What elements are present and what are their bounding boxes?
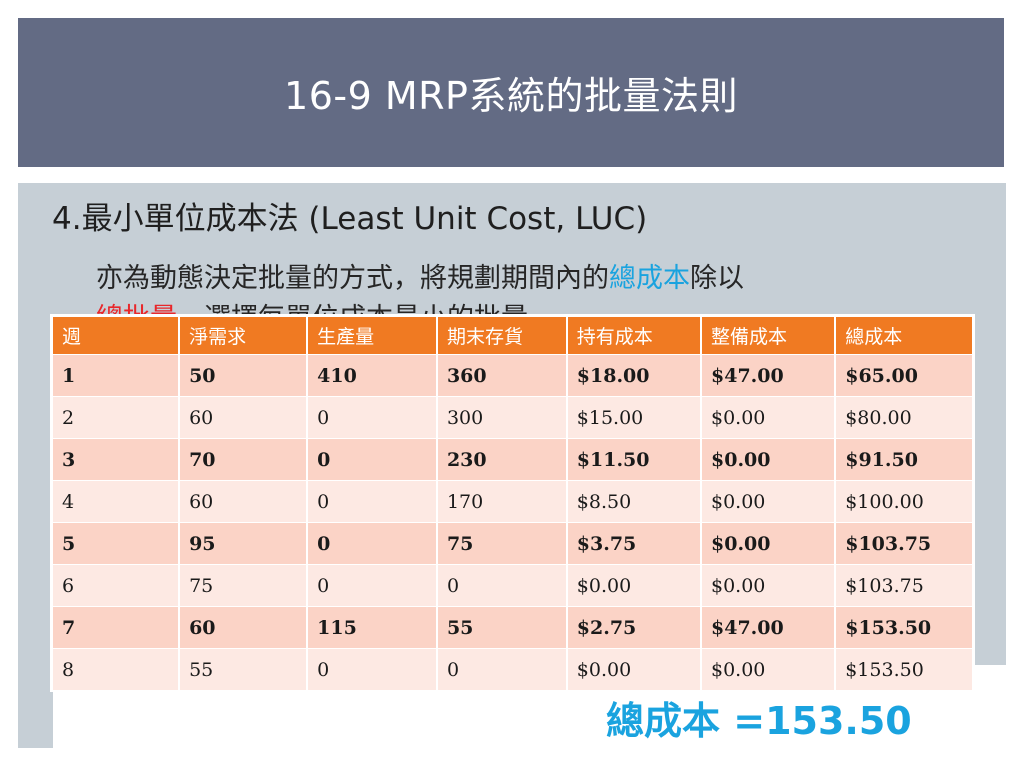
table-cell: 0 [307,438,438,481]
highlight-total-lot: 總批量 [96,303,177,314]
table-cell: 0 [307,522,438,565]
column-header: 淨需求 [179,317,309,355]
body-text: 亦為動態決定批量的方式，將規劃期間內的 [96,263,609,294]
table-cell: $47.00 [701,354,837,397]
table-cell: 75 [179,564,309,607]
table-cell: 7 [53,606,181,649]
table-row: 2 60 0 300 $15.00 $0.00 $80.00 [53,396,972,439]
table-row: 1 50 410 360 $18.00 $47.00 $65.00 [53,354,972,397]
table-cell: $2.75 [566,606,703,649]
slide-title: 16-9 MRP系統的批量法則 [284,74,738,118]
table-cell: $0.00 [701,438,837,481]
column-header: 週 [53,317,181,355]
table-body: 1 50 410 360 $18.00 $47.00 $65.00 2 60 0 300 $15.00… [53,354,972,690]
table-cell: 410 [307,354,438,397]
column-header: 整備成本 [701,317,837,355]
table-cell: 3 [53,438,181,481]
table-cell: 6 [53,564,181,607]
table-cell: $0.00 [701,480,837,523]
table-row: 4 60 0 170 $8.50 $0.00 $100.00 [53,480,972,523]
table-cell: $0.00 [701,648,837,690]
column-header: 期末存貨 [436,317,568,355]
table-cell: $0.00 [566,648,703,690]
table-frame: 週淨需求 生產量 期末存貨 持有成本 整備成本 總成本 1 50 410 360 $18.00 $4… [50,314,975,692]
table-cell: $103.75 [835,522,972,565]
table-cell: $103.75 [835,564,972,607]
column-header: 總成本 [835,317,972,355]
title-bar: 16-9 MRP系統的批量法則 [18,18,1004,167]
table-row: 7 60 115 55 $2.75 $47.00 $153.50 [53,606,972,649]
table-cell: 55 [179,648,309,690]
column-header: 持有成本 [566,317,703,355]
table-row: 5 95 0 75 $3.75 $0.00 $103.75 [53,522,972,565]
table-cell: 60 [179,606,309,649]
table-cell: 0 [307,648,438,690]
table-cell: 360 [436,354,568,397]
table-cell: $8.50 [566,480,703,523]
table-cell: $153.50 [835,648,972,690]
table-cell: 75 [436,522,568,565]
table-cell: 50 [179,354,309,397]
table-cell: 0 [436,564,568,607]
table-cell: $0.00 [701,564,837,607]
highlight-total-cost: 總成本 [609,263,690,294]
table-cell: 8 [53,648,181,690]
table-row: 6 75 0 0 $0.00 $0.00 $103.75 [53,564,972,607]
table-cell: $0.00 [701,522,837,565]
table-cell: 2 [53,396,181,439]
table-cell: 55 [436,606,568,649]
total-cost-label: 總成本 =153.50 [606,699,912,743]
table-cell: $47.00 [701,606,837,649]
table-row: 8 55 0 0 $0.00 $0.00 $153.50 [53,648,972,690]
table-cell: 60 [179,480,309,523]
body-text-line-1: 亦為動態決定批量的方式，將規劃期間內的總成本除以 [96,256,744,295]
table-cell: $3.75 [566,522,703,565]
table-cell: 0 [307,564,438,607]
table-cell: 300 [436,396,568,439]
table-cell: $11.50 [566,438,703,481]
table-cell: 170 [436,480,568,523]
table-cell: 4 [53,480,181,523]
table-cell: $91.50 [835,438,972,481]
table-cell: $65.00 [835,354,972,397]
table-cell: 70 [179,438,309,481]
table-cell: $80.00 [835,396,972,439]
table-cell: 60 [179,396,309,439]
table-cell: 0 [307,396,438,439]
table-cell: 0 [307,480,438,523]
body-text: 除以 [690,263,744,294]
table-cell: $100.00 [835,480,972,523]
table-cell: $15.00 [566,396,703,439]
section-heading: 4.最小單位成本法 (Least Unit Cost, LUC) [52,201,648,237]
column-header: 生產量 [307,317,438,355]
body-text-line-2: 總批量，選擇每單位成本最小的批量 [96,296,528,314]
table-cell: 95 [179,522,309,565]
table-cell: 5 [53,522,181,565]
table-cell: 0 [436,648,568,690]
table-row: 3 70 0 230 $11.50 $0.00 $91.50 [53,438,972,481]
table-cell: $0.00 [701,396,837,439]
content-panel-strip [18,665,53,748]
table-cell: 115 [307,606,438,649]
table-cell: 1 [53,354,181,397]
table-cell: $153.50 [835,606,972,649]
table-cell: $0.00 [566,564,703,607]
body-text: ，選擇每單位成本最小的批量 [177,303,528,314]
luc-table: 週淨需求 生產量 期末存貨 持有成本 整備成本 總成本 1 50 410 360 $18.00 $4… [53,317,972,690]
table-cell: $18.00 [566,354,703,397]
table-cell: 230 [436,438,568,481]
table-header-row: 週淨需求 生產量 期末存貨 持有成本 整備成本 總成本 [53,317,972,355]
